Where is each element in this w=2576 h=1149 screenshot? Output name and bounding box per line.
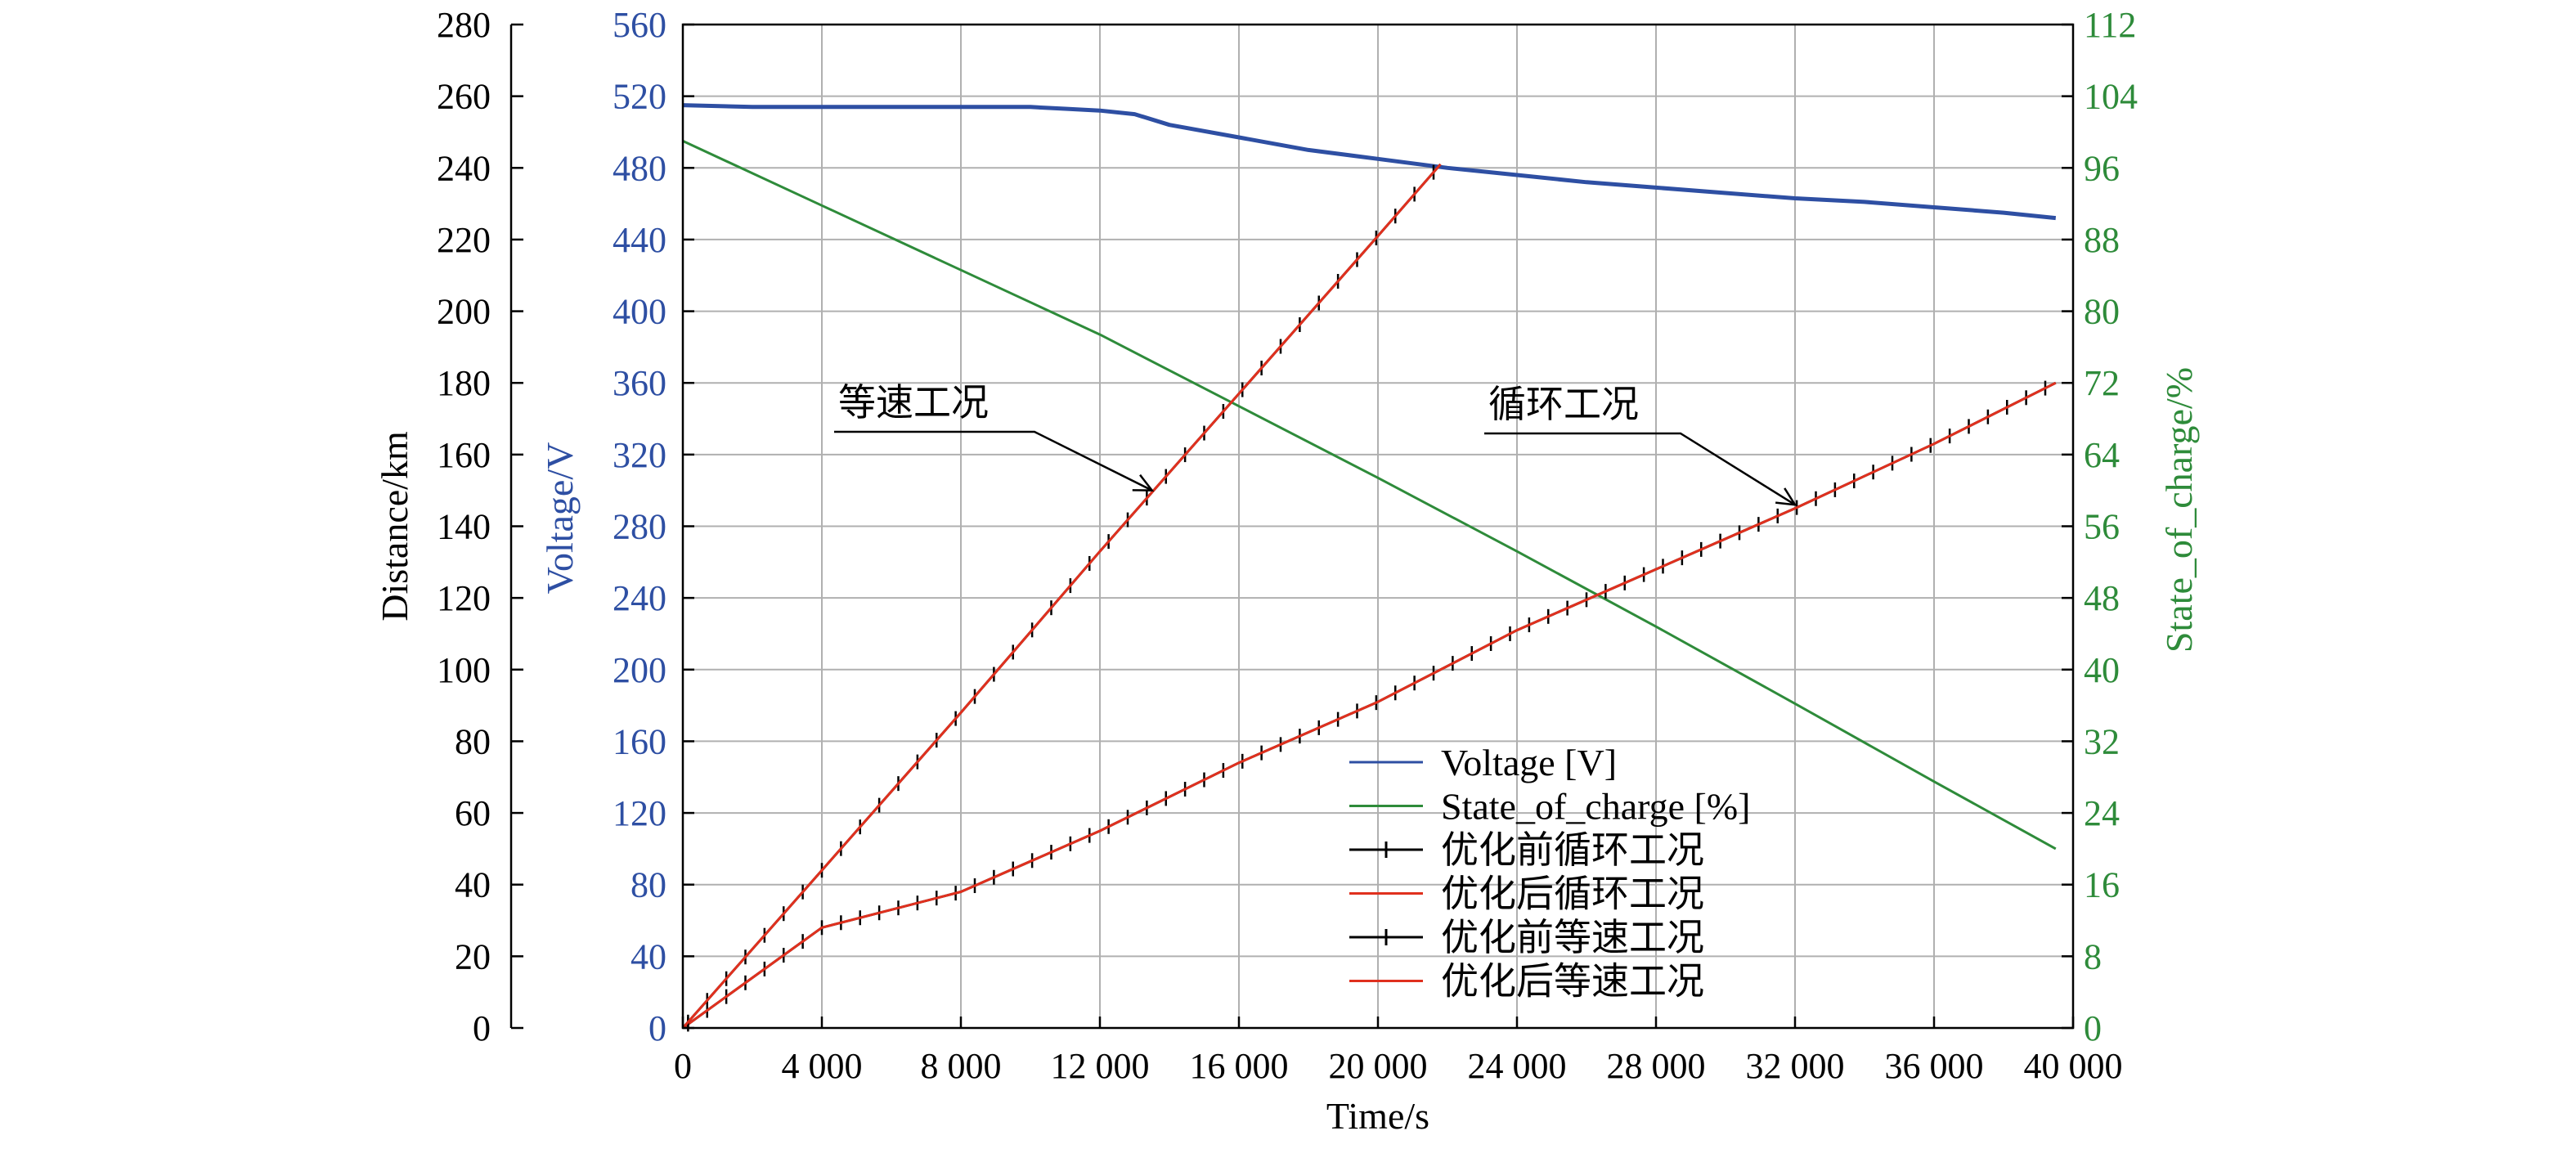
voltage-tick-label: 360 <box>613 363 666 403</box>
distance-tick-label: 160 <box>437 435 491 475</box>
axis-layer: 0204060801001201401601802002202402602800… <box>374 5 2200 1137</box>
soc-tick-label: 0 <box>2084 1008 2102 1048</box>
annotation-arrowhead <box>1132 474 1155 491</box>
distance-tick-label: 0 <box>473 1008 491 1048</box>
x-tick-label: 0 <box>674 1046 692 1086</box>
distance-tick-label: 60 <box>455 793 491 833</box>
annotation-label: 等速工况 <box>838 382 989 424</box>
voltage-tick-label: 400 <box>613 292 666 332</box>
legend-label: 优化前循环工况 <box>1441 829 1704 871</box>
x-tick-label: 8 000 <box>921 1046 1002 1086</box>
voltage-tick-label: 160 <box>613 721 666 761</box>
x-tick-label: 12 000 <box>1051 1046 1150 1086</box>
distance-tick-label: 200 <box>437 292 491 332</box>
grid-layer <box>683 25 2073 1028</box>
legend-label: State_of_charge [%] <box>1441 786 1751 828</box>
soc-axis-title: State_of_charge/% <box>2158 367 2200 653</box>
soc-tick-label: 96 <box>2084 148 2120 188</box>
legend-label: 优化前等速工况 <box>1441 917 1704 958</box>
soc-series-line <box>682 140 2057 851</box>
x-axis-title: Time/s <box>1326 1095 1429 1137</box>
soc-tick-label: 72 <box>2084 363 2120 403</box>
distance-tick-label: 140 <box>437 507 491 547</box>
x-tick-label: 24 000 <box>1468 1046 1567 1086</box>
annotation-leader-line <box>1484 432 1796 506</box>
voltage-tick-label: 560 <box>613 5 666 45</box>
voltage-tick-label: 0 <box>648 1008 666 1048</box>
soc-tick-label: 104 <box>2084 77 2138 117</box>
voltage-axis-title: Voltage/V <box>539 442 581 595</box>
voltage-tick-label: 120 <box>613 793 666 833</box>
voltage-series-line <box>682 103 2057 221</box>
distance-tick-label: 220 <box>437 220 491 260</box>
series-layer <box>681 103 2057 1032</box>
legend-label: 优化后循环工况 <box>1441 873 1704 915</box>
x-tick-label: 4 000 <box>782 1046 863 1086</box>
distance-tick-label: 280 <box>437 5 491 45</box>
distance-tick-label: 120 <box>437 578 491 618</box>
cycle-after-series-line <box>682 381 2057 1030</box>
soc-tick-label: 64 <box>2084 435 2120 475</box>
distance-tick-label: 100 <box>437 650 491 690</box>
soc-tick-label: 112 <box>2084 5 2136 45</box>
voltage-tick-label: 440 <box>613 220 666 260</box>
x-tick-label: 16 000 <box>1190 1046 1289 1086</box>
voltage-tick-label: 320 <box>613 435 666 475</box>
voltage-tick-label: 80 <box>631 865 666 905</box>
distance-tick-label: 40 <box>455 865 491 905</box>
voltage-tick-label: 480 <box>613 148 666 188</box>
x-tick-label: 40 000 <box>2024 1046 2123 1086</box>
distance-tick-label: 240 <box>437 148 491 188</box>
constant-after-series-line <box>681 163 1442 1029</box>
distance-tick-label: 180 <box>437 363 491 403</box>
x-tick-label: 36 000 <box>1885 1046 1984 1086</box>
soc-tick-label: 40 <box>2084 650 2120 690</box>
soc-tick-label: 32 <box>2084 721 2120 761</box>
distance-tick-label: 80 <box>455 721 491 761</box>
distance-tick-label: 260 <box>437 77 491 117</box>
soc-tick-label: 88 <box>2084 220 2120 260</box>
legend-label: 优化后等速工况 <box>1441 961 1704 1003</box>
annotation-leader-line <box>834 430 1153 491</box>
legend-label: Voltage [V] <box>1441 742 1617 783</box>
soc-tick-label: 16 <box>2084 865 2120 905</box>
annotation-arrowhead <box>1775 487 1797 506</box>
voltage-tick-label: 40 <box>631 936 666 976</box>
voltage-tick-label: 200 <box>613 650 666 690</box>
distance-axis-title: Distance/km <box>374 431 415 622</box>
annotation-layer: 等速工况 循环工况 <box>834 382 1797 506</box>
legend: Voltage [V]State_of_charge [%]优化前循环工况优化后… <box>1349 742 1751 1003</box>
annotation-label: 循环工况 <box>1488 384 1639 425</box>
x-tick-label: 28 000 <box>1607 1046 1706 1086</box>
soc-tick-label: 56 <box>2084 507 2120 547</box>
soc-tick-label: 48 <box>2084 578 2120 618</box>
voltage-tick-label: 240 <box>613 578 666 618</box>
soc-tick-label: 24 <box>2084 793 2120 833</box>
x-tick-label: 20 000 <box>1329 1046 1428 1086</box>
soc-tick-label: 80 <box>2084 292 2120 332</box>
voltage-tick-label: 520 <box>613 77 666 117</box>
distance-tick-label: 20 <box>455 936 491 976</box>
voltage-tick-label: 280 <box>613 507 666 547</box>
x-tick-label: 32 000 <box>1746 1046 1845 1086</box>
soc-tick-label: 8 <box>2084 936 2102 976</box>
